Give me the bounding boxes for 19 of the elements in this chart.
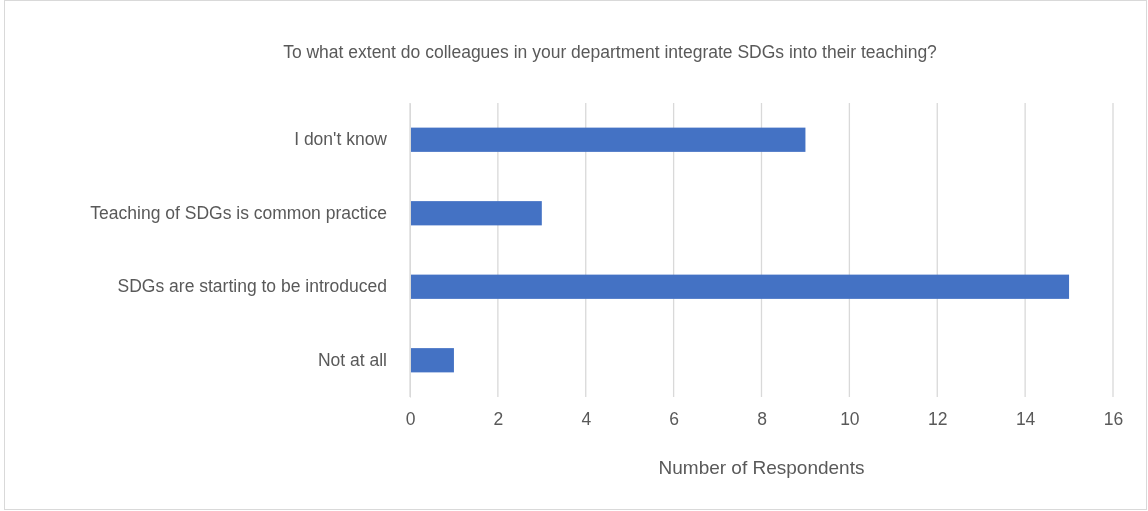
y-tick-label: Not at all (317, 349, 387, 370)
x-tick-label: 0 (405, 409, 416, 430)
bar (410, 348, 454, 373)
bar (410, 201, 542, 226)
x-tick-label: 14 (1015, 409, 1036, 430)
x-tick-label: 8 (757, 409, 767, 430)
y-tick-label: Teaching of SDGs is common practice (90, 202, 387, 223)
x-axis-title: Number of Respondents (658, 457, 865, 478)
y-tick-label: I don't know (294, 129, 388, 150)
x-tick-label: 16 (1103, 409, 1124, 430)
bar (410, 127, 806, 152)
y-tick-label: SDGs are starting to be introduced (117, 276, 387, 297)
x-tick-label: 10 (840, 409, 860, 430)
x-tick-label: 12 (928, 409, 948, 430)
chart-title: To what extent do colleagues in your department integrate SDGs into their teaching? (283, 42, 938, 62)
x-tick-label: 2 (493, 409, 504, 430)
x-tick-label: 6 (669, 409, 679, 430)
bar (410, 274, 1070, 299)
x-tick-label: 4 (581, 409, 592, 430)
